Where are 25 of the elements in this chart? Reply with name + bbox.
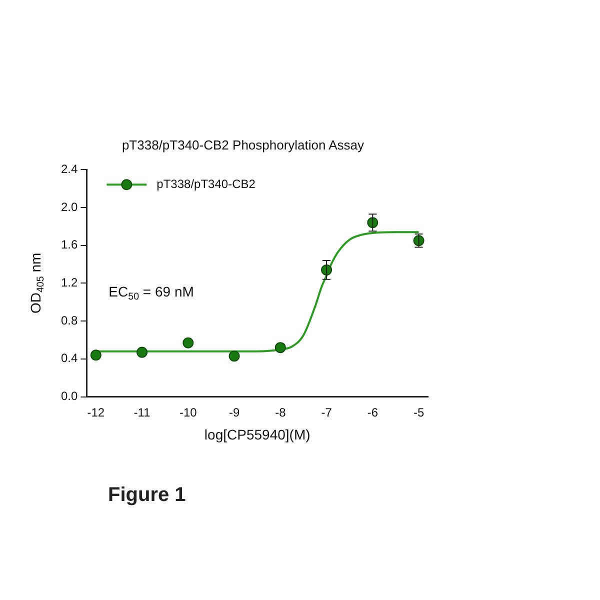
legend-label: pT338/pT340-CB2 — [156, 176, 256, 191]
x-tick-label: -7 — [321, 405, 332, 420]
x-tick-label: -5 — [413, 405, 424, 420]
x-axis-title: log[CP55940](M) — [204, 426, 310, 442]
x-tick-label: -10 — [179, 405, 198, 420]
caption: Figure 1 — [108, 484, 187, 507]
point — [274, 342, 286, 354]
x-tick-label: -6 — [367, 405, 378, 420]
point — [136, 346, 148, 358]
x-tick-label: -9 — [228, 405, 240, 420]
y-tick-label: 0.4 — [60, 351, 78, 366]
x-tick-label: -8 — [275, 405, 286, 420]
point — [90, 350, 102, 361]
y-tick-label: 0.0 — [60, 389, 78, 404]
y-tick-label: 1.2 — [60, 276, 78, 290]
y-tick-label: 2.4 — [60, 162, 78, 176]
y-tick-label: 0.8 — [60, 313, 78, 328]
chart-title: pT338/pT340-CB2 Phosphorylation Assay — [122, 137, 365, 152]
y-tick-label: 1.6 — [60, 238, 78, 252]
x-tick-label: -11 — [134, 405, 151, 420]
x-tick-label: -12 — [87, 405, 105, 420]
y-axis-title: OD405 nm — [28, 252, 47, 314]
point — [228, 350, 240, 362]
y-tick-label: 2.0 — [60, 200, 78, 214]
point — [182, 337, 194, 348]
